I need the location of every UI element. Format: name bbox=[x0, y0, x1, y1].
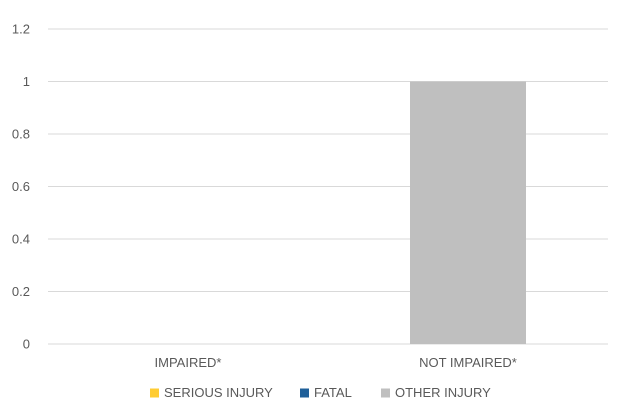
legend-swatch-fatal bbox=[300, 389, 309, 398]
y-tick-label: 0.6 bbox=[12, 179, 30, 194]
legend-label: OTHER INJURY bbox=[395, 385, 491, 400]
legend-swatch-serious-injury bbox=[150, 389, 159, 398]
bar-other-injury-not-impaired bbox=[410, 82, 526, 345]
y-tick-label: 0.8 bbox=[12, 127, 30, 142]
x-category-label: IMPAIRED* bbox=[155, 355, 222, 370]
x-category-label: NOT IMPAIRED* bbox=[419, 355, 517, 370]
y-tick-label: 1.2 bbox=[12, 22, 30, 37]
y-axis-tick-labels: 0 0.2 0.4 0.6 0.8 1 1.2 bbox=[12, 22, 30, 352]
legend-label: SERIOUS INJURY bbox=[164, 385, 273, 400]
bars bbox=[410, 82, 526, 345]
legend-label: FATAL bbox=[314, 385, 352, 400]
y-tick-label: 0.2 bbox=[12, 284, 30, 299]
legend-swatch-other-injury bbox=[381, 389, 390, 398]
legend: SERIOUS INJURY FATAL OTHER INJURY bbox=[150, 385, 491, 400]
y-tick-label: 0.4 bbox=[12, 232, 30, 247]
y-tick-label: 0 bbox=[23, 337, 30, 352]
y-tick-label: 1 bbox=[23, 74, 30, 89]
x-axis-category-labels: IMPAIRED* NOT IMPAIRED* bbox=[155, 355, 517, 370]
